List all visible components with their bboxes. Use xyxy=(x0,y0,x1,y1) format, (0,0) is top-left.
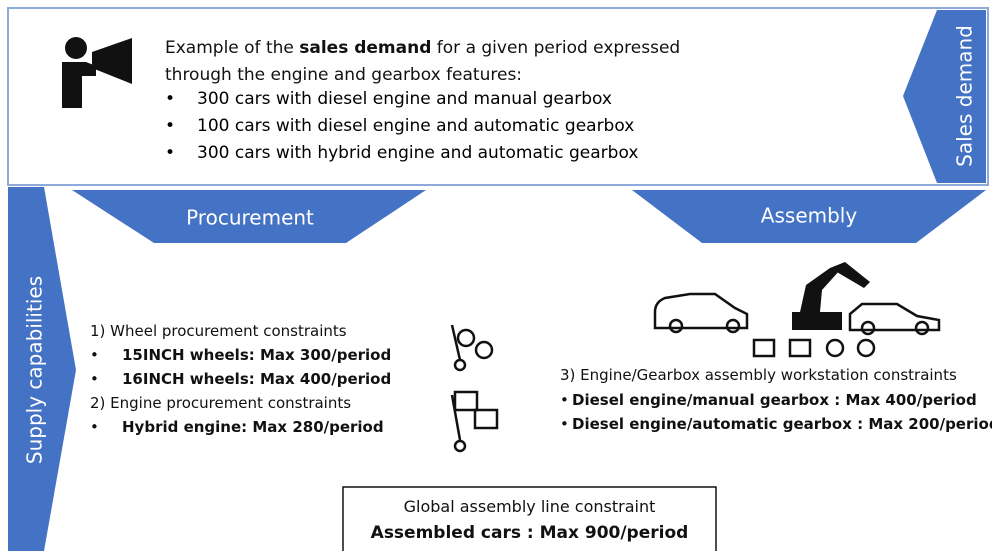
constraint: Hybrid engine: Max 280/period xyxy=(122,418,384,436)
sales-label: Sales demand xyxy=(953,25,977,167)
robot-icon xyxy=(792,262,870,330)
bullet: • xyxy=(90,418,99,436)
assembly-label: Assembly xyxy=(761,204,858,228)
procurement-label: Procurement xyxy=(186,206,314,230)
section-title: 1) Wheel procurement constraints xyxy=(90,322,347,340)
intro: Example of the sales demand for a given … xyxy=(165,35,725,89)
bullet: • xyxy=(90,370,99,388)
supply-label: Supply capabilities xyxy=(23,276,47,464)
bullet: • xyxy=(560,391,569,409)
bullet: • xyxy=(560,415,569,433)
intro-prefix: Example of the xyxy=(165,38,299,58)
global-value: Assembled cars : Max 900/period xyxy=(343,523,716,543)
global-title: Global assembly line constraint xyxy=(343,497,716,516)
section-title: 3) Engine/Gearbox assembly workstation c… xyxy=(560,366,957,384)
bullet: • xyxy=(165,89,175,109)
constraint: Diesel engine/automatic gearbox : Max 20… xyxy=(572,415,992,433)
intro-bold: sales demand xyxy=(299,38,431,58)
bullet: • xyxy=(90,346,99,364)
constraint: 15INCH wheels: Max 300/period xyxy=(122,346,391,364)
demand-item: 300 cars with diesel engine and manual g… xyxy=(197,89,612,109)
demand-item: 300 cars with hybrid engine and automati… xyxy=(197,143,638,163)
constraint: Diesel engine/manual gearbox : Max 400/p… xyxy=(572,391,977,409)
demand-item: 100 cars with diesel engine and automati… xyxy=(197,116,634,136)
bullet: • xyxy=(165,116,175,136)
bullet: • xyxy=(165,143,175,163)
diagram: Sales demand Supply capabilities Procure… xyxy=(0,0,992,551)
section-title: 2) Engine procurement constraints xyxy=(90,394,351,412)
constraint: 16INCH wheels: Max 400/period xyxy=(122,370,391,388)
